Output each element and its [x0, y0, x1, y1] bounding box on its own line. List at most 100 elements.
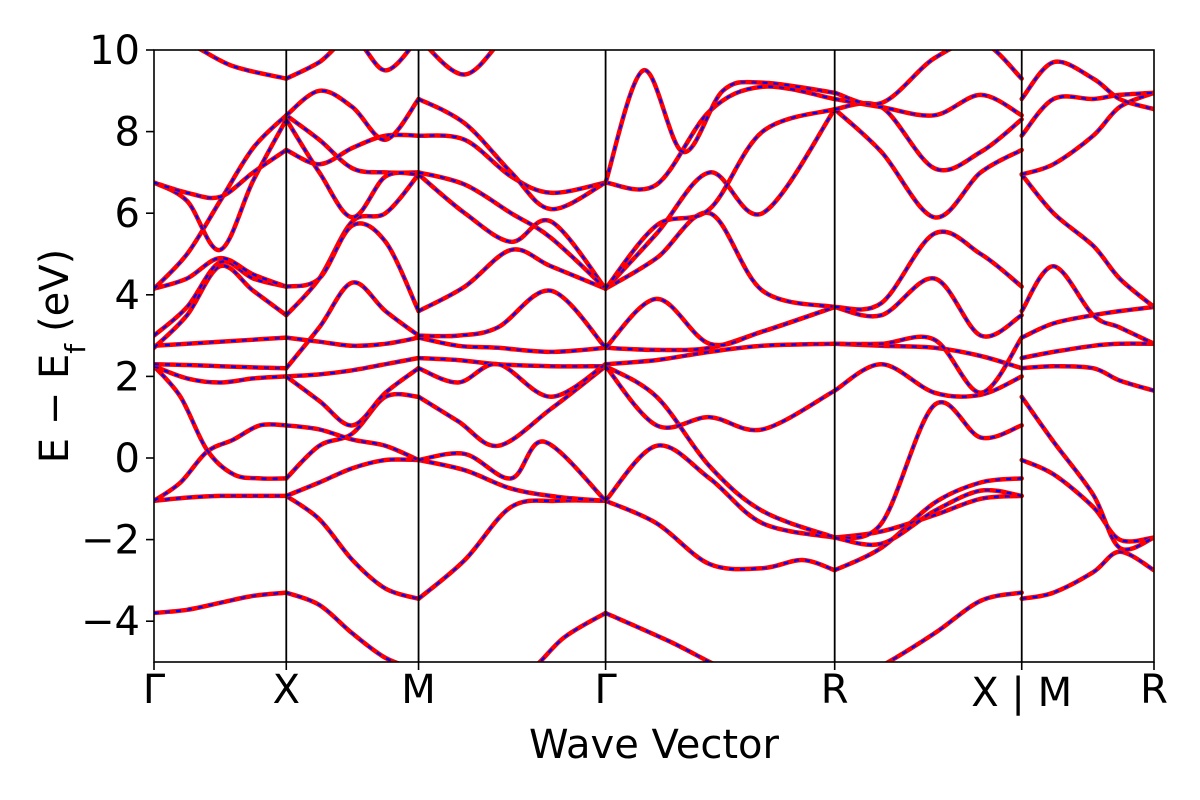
x-axis-label: Wave Vector — [529, 722, 780, 768]
band-line-dashed-seg1-b0 — [285, 591, 398, 662]
band-line-dashed-seg2-b11 — [418, 171, 607, 290]
band-line-solid-seg1-b1 — [284, 493, 421, 602]
y-axis-label-main: E − E — [32, 354, 78, 464]
band-line-dashed-seg1-b1 — [285, 494, 419, 600]
band-line-dashed-seg2-b4 — [418, 365, 607, 447]
band-line-dashed-seg3-b7 — [604, 297, 836, 349]
band-line-solid-seg2-b9 — [416, 247, 608, 314]
band-line-solid-seg5-b4 — [1019, 341, 1154, 361]
band-line-solid-seg5-b7 — [1019, 172, 1154, 310]
band-line-solid-seg5-b3 — [1019, 363, 1154, 393]
band-line-dashed-seg0-b5 — [154, 363, 287, 370]
band-line-dashed-seg3-b8 — [605, 211, 835, 309]
band-line-solid-seg1-b11 — [284, 113, 421, 175]
y-tick-label-0: −4 — [81, 599, 140, 645]
band-line-dashed-seg4-b7 — [834, 335, 1023, 394]
y-tick-label-4: 4 — [115, 273, 140, 319]
band-line-dashed-seg2-b0 — [538, 612, 607, 662]
band-line-dashed-seg0-b13 — [199, 50, 287, 80]
band-line-solid-seg2-b6 — [416, 361, 608, 400]
band-line-solid-seg1-b15 — [284, 50, 412, 81]
band-line-dashed-seg1-b5 — [286, 356, 419, 378]
band-line-dashed-seg0-b11 — [154, 118, 288, 252]
band-line-solid-seg1-b9 — [284, 172, 421, 318]
x-tick-label-6: R — [1140, 667, 1168, 713]
band-line-dashed-seg4-b8 — [834, 277, 1023, 338]
band-line-dashed-seg5-b10 — [1020, 60, 1154, 111]
band-line-solid-seg5-b6 — [1019, 263, 1154, 347]
band-line-dashed-seg5-b2 — [1020, 396, 1154, 551]
band-line-solid-seg5-b2 — [1019, 394, 1154, 552]
band-line-solid-seg2-b0 — [536, 610, 608, 662]
band-line-dashed-seg2-b9 — [418, 248, 607, 313]
band-line-dashed-seg2-b3 — [418, 440, 607, 502]
y-tick-label-2: 0 — [115, 436, 140, 482]
band-line-dashed-seg5-b7 — [1020, 173, 1154, 308]
band-line-dashed-seg0-b8 — [154, 260, 287, 337]
y-tick-label-6: 8 — [115, 110, 140, 156]
band-line-solid-seg3-b1 — [603, 498, 837, 573]
band-line-solid-seg3-b7 — [603, 296, 837, 351]
band-line-solid-seg2-b5 — [416, 355, 608, 369]
y-tick-label-1: −2 — [81, 518, 140, 564]
band-line-dashed-seg3-b2 — [604, 444, 835, 539]
band-line-dashed-seg0-b4 — [154, 365, 287, 384]
y-axis-ticks: −4 −2 0 2 4 6 8 10 — [81, 28, 154, 645]
x-tick-label-3: Γ — [594, 667, 617, 713]
band-line-dashed-seg3-b9 — [604, 108, 836, 290]
band-line-solid-seg3-b10 — [603, 106, 837, 291]
band-line-solid-seg3-b8 — [603, 210, 837, 310]
band-line-dashed-seg2-b10 — [417, 173, 607, 290]
band-line-dashed-seg4-b4 — [834, 488, 1022, 546]
band-line-solid-seg3-b4 — [603, 363, 837, 433]
band-line-dashed-seg1-b8 — [286, 336, 419, 347]
kpoint-lines — [285, 50, 1023, 662]
x-tick-label-0: Γ — [143, 667, 166, 713]
band-line-solid-seg2-b1 — [416, 498, 608, 602]
band-line-solid-seg2-b7 — [416, 335, 608, 355]
x-tick-label-1: X — [273, 667, 300, 713]
band-line-solid-seg1-b0 — [284, 590, 401, 662]
band-line-dashed-seg2-b12 — [418, 134, 606, 194]
band-line-dashed-seg1-b13 — [285, 133, 419, 166]
band-line-solid-seg0-b11 — [154, 117, 289, 253]
band-line-solid-seg4-b9 — [832, 229, 1024, 312]
band-line-dashed-seg1-b15 — [285, 50, 411, 80]
band-line-dashed-seg0-b9 — [154, 257, 287, 290]
band-line-dashed-seg4-b10 — [833, 108, 1023, 219]
band-line-solid-seg1-b2 — [284, 457, 421, 499]
band-line-dashed-seg0-b2 — [154, 423, 287, 502]
band-line-solid-seg2-b3 — [416, 439, 608, 504]
band-line-dashed-seg1-b4 — [286, 424, 420, 462]
bands-layer — [154, 50, 1154, 662]
band-line-dashed-seg0-b10 — [154, 114, 288, 290]
band-line-dashed-seg4-b6 — [834, 342, 1023, 370]
x-tick-label-5: X | M — [971, 670, 1072, 716]
band-line-dashed-seg0-b1 — [154, 494, 287, 502]
y-axis-label-subscript: f — [59, 343, 92, 354]
x-tick-label-4: R — [821, 667, 849, 713]
band-line-solid-seg0-b7 — [154, 263, 289, 351]
band-line-solid-seg5-b10 — [1019, 59, 1154, 112]
band-line-dashed-seg0-b12 — [154, 149, 287, 200]
band-line-solid-seg4-b5 — [832, 361, 1024, 399]
y-axis-label: E − Ef (eV) — [32, 249, 92, 464]
band-line-dashed-seg2-b13 — [418, 98, 607, 211]
band-line-dashed-seg5-b0 — [1021, 550, 1154, 600]
band-line-dashed-seg3-b1 — [605, 499, 836, 572]
band-line-dashed-seg1-b6 — [285, 367, 420, 427]
band-line-dashed-seg2-b8 — [418, 289, 607, 349]
band-line-dashed-seg0-b3 — [154, 365, 287, 480]
band-line-solid-seg0-b13 — [196, 50, 289, 81]
plot-frame — [153, 49, 1155, 663]
band-line-dashed-seg1-b2 — [285, 458, 419, 497]
y-tick-label-5: 6 — [115, 191, 140, 237]
band-line-dashed-seg5-b9 — [1020, 91, 1154, 137]
band-line-dashed-seg3-b4 — [604, 365, 836, 432]
band-line-dashed-seg1-b11 — [285, 114, 419, 174]
band-line-dashed-seg3-b3 — [605, 365, 836, 539]
band-line-dashed-seg4-b12 — [834, 93, 1023, 117]
band-line-dashed-seg3-b5 — [605, 342, 835, 366]
band-line-dashed-seg0-b0 — [154, 591, 287, 615]
